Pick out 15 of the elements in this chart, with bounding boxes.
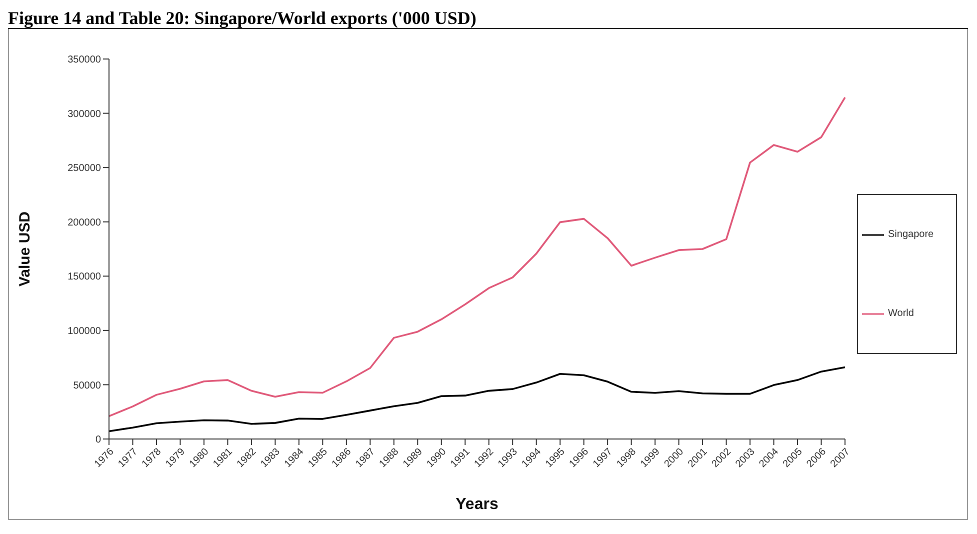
- line-series: [108, 366, 846, 432]
- legend-label: World: [888, 308, 914, 319]
- y-tick-label: 100000: [68, 326, 102, 337]
- y-tick-label: 250000: [68, 163, 102, 174]
- y-tick-label: 200000: [68, 217, 102, 228]
- y-tick-label: 50000: [73, 380, 102, 392]
- legend-label: Singapore: [888, 229, 934, 240]
- chart-title: Figure 14 and Table 20: Singapore/World exports ('000 USD): [8, 8, 968, 29]
- y-tick-label: 300000: [68, 108, 102, 120]
- y-tick-label: 350000: [68, 54, 102, 66]
- y-tick-label: 150000: [68, 272, 102, 283]
- y-axis-title: Value USD: [16, 211, 34, 287]
- y-tick-label: 0: [95, 434, 102, 446]
- line-series: [108, 96, 846, 418]
- x-axis-title: Years: [456, 496, 498, 513]
